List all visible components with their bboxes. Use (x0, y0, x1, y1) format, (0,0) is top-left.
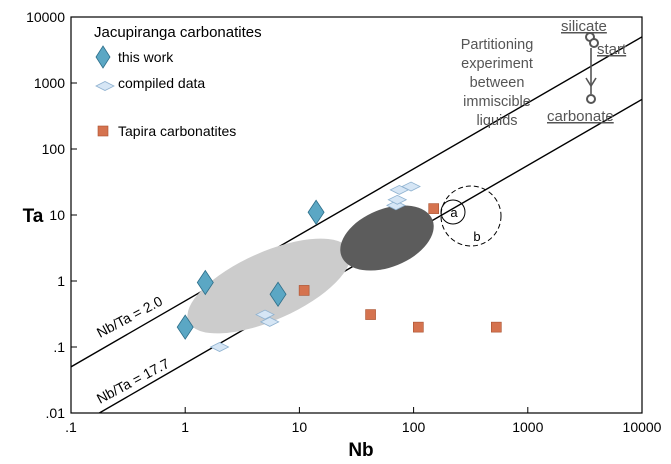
y-tick-label: .1 (53, 339, 65, 355)
field-b-circle (440, 185, 502, 247)
field-a-label: a (450, 205, 458, 220)
legend-label-this-work: this work (118, 49, 174, 65)
point-tapira (298, 285, 310, 296)
legend-marker-this-work (95, 45, 111, 69)
point-this-work (196, 269, 214, 296)
ratio-label-17: Nb/Ta = 17.7 (94, 355, 172, 407)
carbonate-label: carbonate (547, 108, 614, 125)
point-this-work (176, 314, 194, 340)
x-tick-label: .1 (65, 419, 77, 435)
carbonate-circle-icon (586, 94, 596, 104)
reference-line-1 (71, 36, 642, 368)
point-this-work (307, 199, 325, 225)
experiment-text-4: immiscible (463, 94, 531, 110)
y-tick-label: 1000 (34, 75, 65, 91)
point-compiled-data (259, 316, 280, 327)
y-tick-label: 1 (57, 273, 65, 289)
y-tick-label: 10000 (26, 9, 65, 25)
experiment-text-5: liquids (476, 113, 517, 129)
x-tick-label: 1 (181, 419, 189, 435)
legend-title: Jacupiranga carbonatites (94, 24, 262, 41)
experiment-text-2: experiment (461, 56, 533, 72)
point-tapira (365, 309, 376, 320)
experiment-text-3: between (470, 75, 525, 91)
start-circle-icon (589, 38, 599, 48)
point-compiled-data (255, 309, 275, 320)
point-compiled-data (401, 181, 421, 192)
x-tick-label: 10 (292, 419, 308, 435)
legend: Jacupiranga carbonatites this work compi… (94, 24, 262, 139)
experiment-text-1: Partitioning (461, 37, 534, 53)
y-tick-label: .01 (46, 405, 66, 421)
silicate-label: silicate (561, 18, 607, 35)
x-tick-label: 100 (402, 419, 426, 435)
field-a-circle (440, 199, 466, 225)
experiment-arrow-head-icon (585, 77, 597, 88)
light-gray-field (187, 238, 351, 334)
point-compiled-data (209, 342, 230, 352)
point-this-work (269, 281, 287, 307)
y-tick-label: 10 (49, 207, 65, 223)
legend-marker-compiled (95, 81, 115, 91)
legend-marker-tapira (97, 125, 109, 137)
fields: ab (187, 185, 502, 334)
point-tapira (413, 321, 424, 333)
point-compiled-data (387, 194, 408, 205)
point-tapira (491, 321, 502, 333)
y-axis-title: Ta (23, 206, 44, 227)
data-markers (176, 181, 502, 352)
field-b-label: b (473, 229, 480, 244)
dark-gray-field (340, 205, 434, 271)
experiment-annotation: Partitioning experiment between immiscib… (461, 18, 627, 129)
y-tick-label: 100 (42, 141, 66, 157)
legend-label-tapira: Tapira carbonatites (118, 123, 236, 139)
legend-label-compiled: compiled data (118, 75, 205, 91)
x-axis-title: Nb (348, 440, 373, 461)
start-label: start (597, 41, 627, 58)
point-tapira (428, 203, 440, 214)
x-tick-label: 1000 (512, 419, 543, 435)
x-tick-label: 10000 (623, 419, 662, 435)
